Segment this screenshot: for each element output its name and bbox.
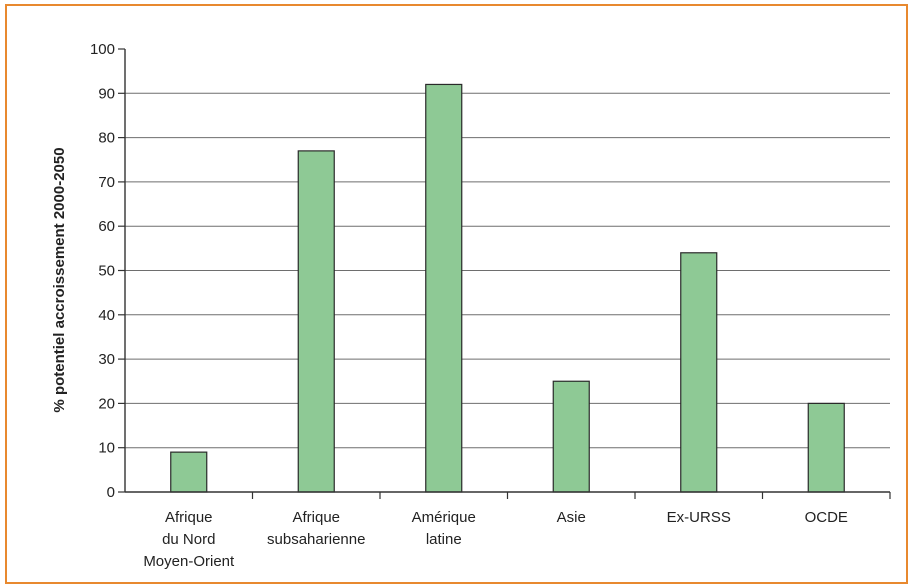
bar — [425, 83, 463, 493]
bar — [807, 402, 845, 493]
y-tick-label: 80 — [98, 130, 115, 147]
x-tick-label: Moyen-Orient — [143, 553, 235, 570]
x-tick-label: Afrique — [292, 509, 340, 526]
y-tick-label: 100 — [90, 41, 115, 58]
x-tick-label: OCDE — [805, 509, 848, 526]
y-tick-label: 50 — [98, 263, 115, 280]
y-tick-label: 90 — [98, 85, 115, 102]
bar — [297, 150, 335, 493]
y-tick-label: 30 — [98, 351, 115, 368]
x-tick-label: Ex-URSS — [667, 509, 731, 526]
axes — [118, 48, 891, 499]
bars — [170, 83, 845, 493]
x-tick-label: Asie — [557, 509, 586, 526]
x-tick-label: du Nord — [162, 531, 215, 548]
y-tick-labels: 0 10 20 30 40 50 60 70 80 90 100 — [90, 41, 115, 501]
y-tick-label: 60 — [98, 218, 115, 235]
x-tick-label: Afrique — [165, 509, 213, 526]
y-tick-label: 40 — [98, 307, 115, 324]
y-axis-label: % potentiel accroissement 2000-2050 — [51, 147, 68, 412]
x-tick-label: latine — [426, 531, 462, 548]
x-tick-label: subsaharienne — [267, 531, 365, 548]
x-tick-label: Amérique — [412, 509, 476, 526]
x-category-labels: Afrique du Nord Moyen-Orient Afrique subsaha… — [143, 509, 848, 570]
y-tick-label: 70 — [98, 174, 115, 191]
y-tick-label: 0 — [107, 484, 115, 501]
gridlines — [125, 92, 890, 449]
bar — [170, 451, 208, 493]
bar — [680, 252, 718, 493]
y-tick-label: 10 — [98, 440, 115, 457]
bar — [552, 380, 590, 493]
y-tick-label: 20 — [98, 395, 115, 412]
